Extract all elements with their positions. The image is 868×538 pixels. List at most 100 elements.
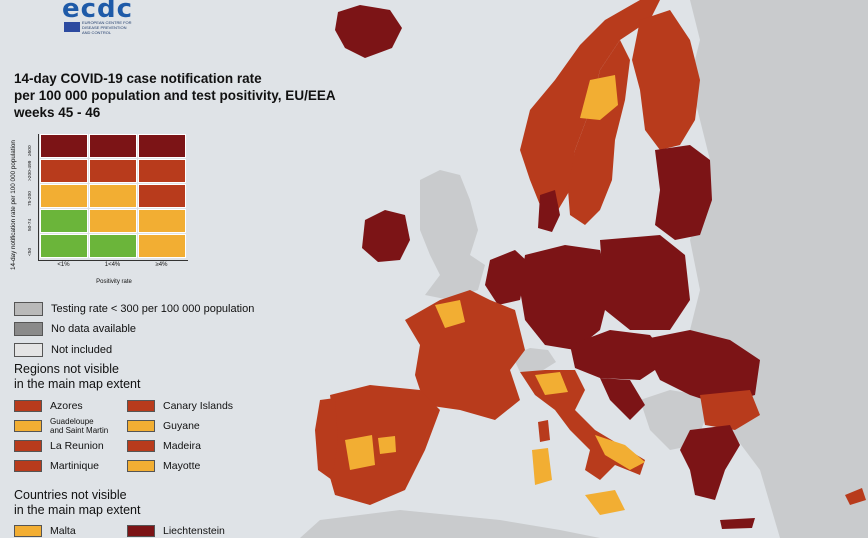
legend-not-included-swatch (14, 343, 43, 357)
map-bulgaria (700, 390, 760, 430)
matrix-cell (138, 184, 186, 208)
matrix-cell (89, 184, 137, 208)
matrix-cell (40, 159, 88, 183)
map-hungary-romania (640, 330, 760, 405)
country-malta-swatch (14, 525, 42, 537)
map-finland (632, 10, 700, 150)
matrix-cell (138, 209, 186, 233)
map-france-paris (435, 300, 465, 328)
map-italy-orange-north (535, 372, 568, 395)
country-malta-label: Malta (50, 525, 76, 537)
region-la-reunion-swatch (14, 440, 42, 452)
matrix-row-label: >200-499 (28, 160, 33, 181)
matrix-cell (89, 159, 137, 183)
matrix-cell (40, 209, 88, 233)
map-denmark (538, 190, 560, 232)
legend-no-data-label: No data available (51, 323, 137, 335)
country-liechtenstein-label: Liechtenstein (163, 525, 225, 537)
map-greece (680, 425, 740, 500)
matrix-cell (89, 134, 137, 158)
region-martinique-swatch (14, 460, 42, 472)
map-ireland (362, 210, 410, 262)
colour-matrix (40, 134, 188, 260)
region-guyane-swatch (127, 420, 155, 432)
region-mayotte-swatch (127, 460, 155, 472)
countries-heading: Countries not visible in the main map ex… (14, 488, 214, 518)
legend-not-included: Not included (14, 342, 112, 358)
region-guyane-label: Guyane (163, 420, 200, 432)
matrix-column-label: <1% (57, 262, 70, 268)
matrix-y-axis-line (38, 134, 39, 260)
countries-heading-line-2: in the main map extent (14, 503, 141, 517)
title-line-3: weeks 45 - 46 (14, 105, 101, 120)
region-mayotte: Mayotte (127, 459, 200, 473)
region-la-reunion-label: La Reunion (50, 440, 104, 452)
matrix-cell (138, 159, 186, 183)
legend-not-included-label: Not included (51, 344, 113, 356)
logo-subtitle: EUROPEAN CENTRE FOR DISEASE PREVENTION A… (82, 20, 132, 35)
regions-heading-line-2: in the main map extent (14, 377, 141, 391)
matrix-cell (138, 134, 186, 158)
map-germany (520, 245, 610, 350)
region-azores-label: Azores (50, 400, 83, 412)
country-liechtenstein: Liechtenstein (127, 524, 225, 538)
region-guyane: Guyane (127, 419, 200, 433)
region-la-reunion: La Reunion (14, 439, 104, 453)
matrix-cell (89, 209, 137, 233)
legend-testing-swatch (14, 302, 43, 316)
region-canary-swatch (127, 400, 155, 412)
map-switzerland (512, 348, 556, 372)
map-portugal (315, 398, 338, 480)
country-malta: Malta (14, 524, 76, 538)
map-sardinia (532, 448, 552, 485)
map-italy-orange-south (595, 435, 645, 470)
map-spain-orange-1 (345, 435, 375, 470)
ecdc-logo: ecdc EUROPEAN CENTRE FOR DISEASE PREVENT… (28, 0, 132, 36)
map-sicily (585, 490, 625, 515)
map-poland (600, 235, 690, 330)
map-iceland (335, 5, 402, 58)
region-azores-swatch (14, 400, 42, 412)
map-title: 14-day COVID-19 case notification rate p… (14, 70, 344, 121)
legend-testing: Testing rate < 300 per 100 000 populatio… (14, 301, 254, 317)
legend-no-data-swatch (14, 322, 43, 336)
regions-heading: Regions not visible in the main map exte… (14, 362, 214, 392)
region-mayotte-label: Mayotte (163, 460, 201, 472)
matrix-x-axis-line (38, 260, 188, 261)
matrix-cell (40, 234, 88, 258)
matrix-column-label: ≥4% (155, 262, 168, 268)
matrix-row-label: 50-74 (28, 218, 33, 231)
region-guadeloupe-label: Guadeloupe and Saint Martin (50, 417, 109, 435)
matrix-cell (40, 134, 88, 158)
legend-testing-label: Testing rate < 300 per 100 000 populatio… (51, 303, 255, 315)
region-azores: Azores (14, 399, 83, 413)
matrix-cell (40, 184, 88, 208)
region-madeira-label: Madeira (163, 440, 201, 452)
map-crete (720, 518, 755, 529)
countries-heading-line-1: Countries not visible (14, 488, 127, 502)
region-madeira: Madeira (127, 439, 201, 453)
region-madeira-swatch (127, 440, 155, 452)
legend-no-data: No data available (14, 321, 136, 337)
regions-heading-line-1: Regions not visible (14, 362, 119, 376)
matrix-row-label: ≥500 (28, 145, 33, 156)
map-north-africa (300, 510, 600, 538)
eu-flag-icon (64, 22, 80, 32)
region-canary-islands: Canary Islands (127, 399, 233, 413)
region-guadeloupe-swatch (14, 420, 42, 432)
logo-wordmark: ecdc (62, 0, 134, 24)
map-croatia-slovenia (600, 378, 645, 420)
map-corsica (538, 420, 550, 442)
map-france (405, 290, 525, 420)
matrix-x-axis-label: Positivity rate (96, 279, 132, 285)
matrix-cell (138, 234, 186, 258)
country-liechtenstein-swatch (127, 525, 155, 537)
region-canary-label: Canary Islands (163, 400, 234, 412)
matrix-y-axis-label: 14-day notification rate per 100 000 pop… (10, 140, 17, 270)
matrix-row-label: 75-200 (28, 191, 33, 206)
map-spain-orange-2 (378, 436, 396, 454)
map-baltics (655, 145, 712, 240)
matrix-column-label: 1<4% (104, 262, 121, 268)
region-martinique-label: Martinique (50, 460, 100, 472)
